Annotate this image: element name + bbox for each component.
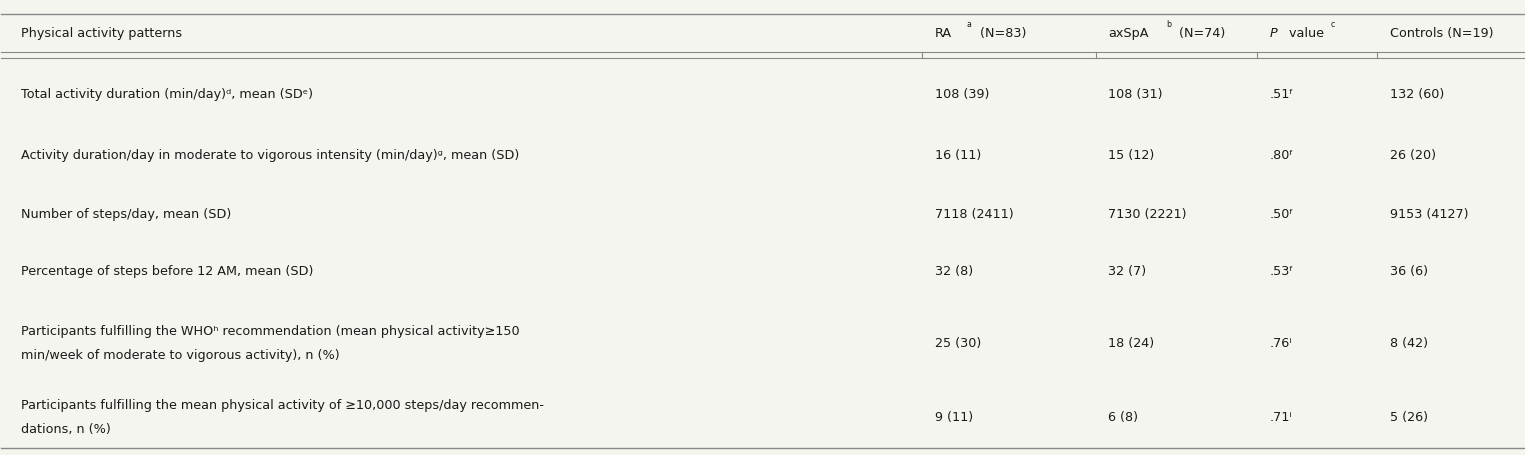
Text: Number of steps/day, mean (SD): Number of steps/day, mean (SD): [21, 207, 232, 220]
Text: 9153 (4127): 9153 (4127): [1389, 207, 1469, 220]
Text: 25 (30): 25 (30): [935, 336, 981, 349]
Text: 132 (60): 132 (60): [1389, 88, 1444, 101]
Text: min/week of moderate to vigorous activity), n (%): min/week of moderate to vigorous activit…: [21, 348, 340, 361]
Text: 5 (26): 5 (26): [1389, 410, 1427, 423]
Text: 7118 (2411): 7118 (2411): [935, 207, 1013, 220]
Text: Physical activity patterns: Physical activity patterns: [21, 26, 183, 40]
Text: 32 (7): 32 (7): [1109, 264, 1147, 277]
Text: 26 (20): 26 (20): [1389, 149, 1435, 162]
Text: P: P: [1269, 26, 1276, 40]
Text: 18 (24): 18 (24): [1109, 336, 1154, 349]
Text: 7130 (2221): 7130 (2221): [1109, 207, 1186, 220]
Text: RA: RA: [935, 26, 952, 40]
Text: 8 (42): 8 (42): [1389, 336, 1427, 349]
Text: 9 (11): 9 (11): [935, 410, 973, 423]
Text: 108 (39): 108 (39): [935, 88, 988, 101]
Text: 16 (11): 16 (11): [935, 149, 981, 162]
Text: 108 (31): 108 (31): [1109, 88, 1162, 101]
Text: value: value: [1284, 26, 1324, 40]
Text: 15 (12): 15 (12): [1109, 149, 1154, 162]
Text: .53ᶠ: .53ᶠ: [1269, 264, 1293, 277]
Text: dations, n (%): dations, n (%): [21, 422, 111, 435]
Text: Participants fulfilling the WHOʰ recommendation (mean physical activity≥150: Participants fulfilling the WHOʰ recomme…: [21, 324, 520, 338]
Text: Activity duration/day in moderate to vigorous intensity (min/day)ᵍ, mean (SD): Activity duration/day in moderate to vig…: [21, 149, 520, 162]
Text: 6 (8): 6 (8): [1109, 410, 1138, 423]
Text: a: a: [967, 20, 971, 29]
Text: Percentage of steps before 12 AM, mean (SD): Percentage of steps before 12 AM, mean (…: [21, 264, 314, 277]
Text: c: c: [1330, 20, 1334, 29]
Text: axSpA: axSpA: [1109, 26, 1148, 40]
Text: .51ᶠ: .51ᶠ: [1269, 88, 1293, 101]
Text: Total activity duration (min/day)ᵈ, mean (SDᵉ): Total activity duration (min/day)ᵈ, mean…: [21, 88, 313, 101]
Text: .80ᶠ: .80ᶠ: [1269, 149, 1293, 162]
Text: (N=83): (N=83): [976, 26, 1026, 40]
Text: 36 (6): 36 (6): [1389, 264, 1427, 277]
Text: b: b: [1167, 20, 1171, 29]
Text: Controls (N=19): Controls (N=19): [1389, 26, 1493, 40]
Text: .76ⁱ: .76ⁱ: [1269, 336, 1292, 349]
Text: (N=74): (N=74): [1176, 26, 1225, 40]
Text: 32 (8): 32 (8): [935, 264, 973, 277]
Text: Participants fulfilling the mean physical activity of ≥10,000 steps/day recommen: Participants fulfilling the mean physica…: [21, 398, 544, 411]
Text: .50ᶠ: .50ᶠ: [1269, 207, 1293, 220]
Text: .71ⁱ: .71ⁱ: [1269, 410, 1292, 423]
